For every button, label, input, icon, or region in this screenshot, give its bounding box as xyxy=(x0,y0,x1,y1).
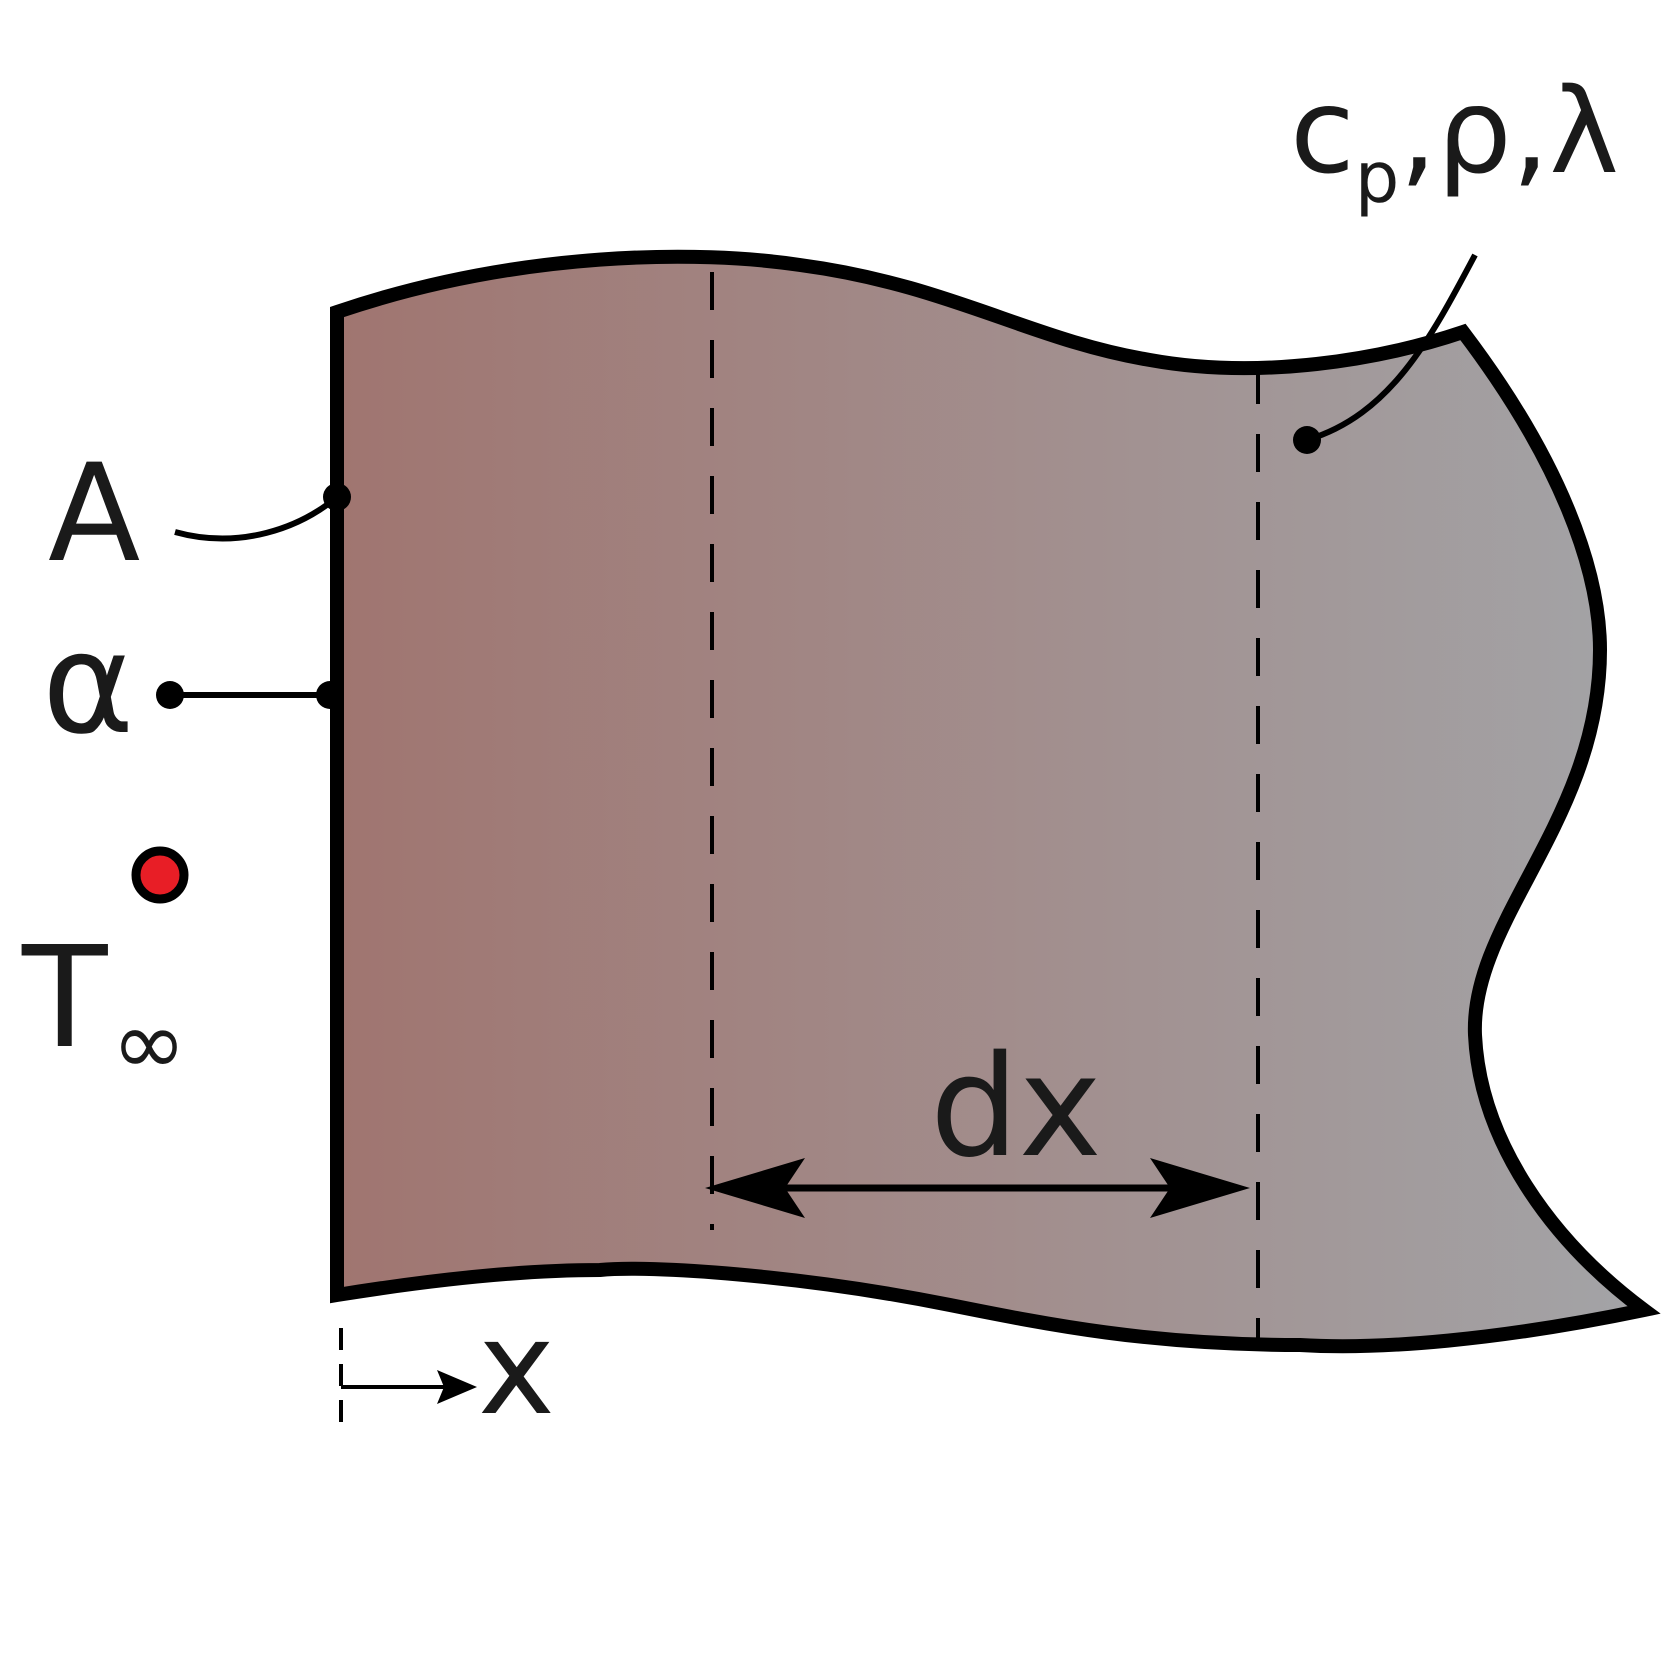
x-coordinate-label: x xyxy=(478,1292,555,1444)
material-point xyxy=(1293,426,1321,454)
material-properties-label: cp,ρ,λ xyxy=(1290,62,1619,219)
solid-body xyxy=(330,249,1661,1354)
material-leader-line xyxy=(1306,253,1478,443)
area-leader-line xyxy=(174,494,339,542)
x-axis-indicator xyxy=(339,1328,477,1435)
ambient-temperature-point xyxy=(131,846,189,904)
alpha-point-left xyxy=(156,681,184,709)
dx-dimension-arrow xyxy=(705,1158,1250,1218)
area-point xyxy=(323,483,351,511)
ambient-temperature-label: T∞ xyxy=(21,917,187,1096)
element-width-label: dx xyxy=(930,1026,1102,1189)
area-label: A xyxy=(48,435,140,592)
alpha-point-right xyxy=(316,681,344,709)
alpha-label: α xyxy=(42,603,134,766)
